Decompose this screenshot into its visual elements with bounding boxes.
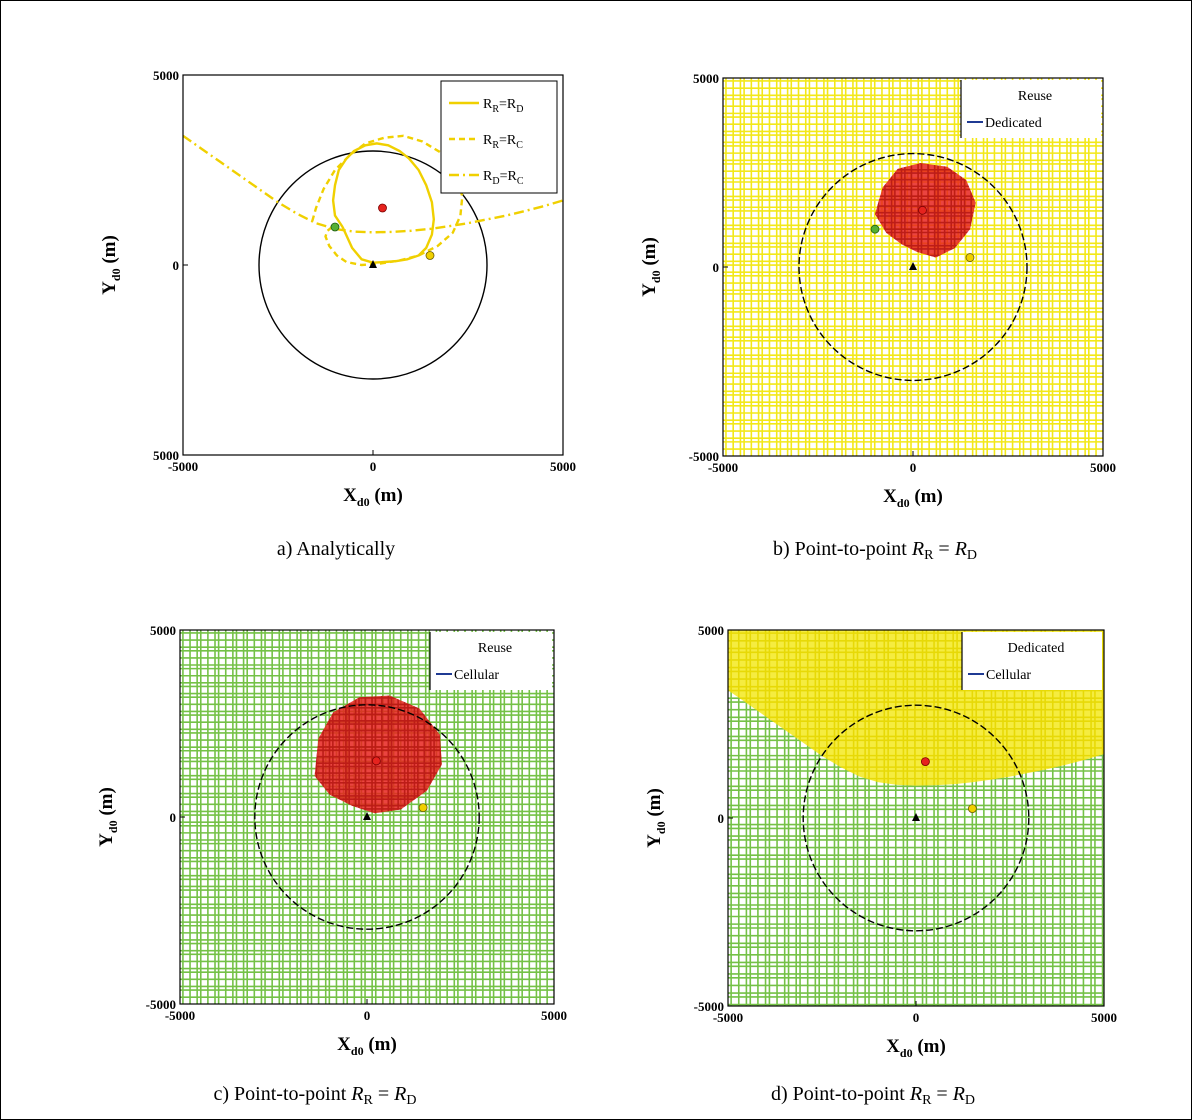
legend: Dedicated Cellular (961, 632, 1102, 690)
panel-b: -5000 0 5000 5000 0 -5000 Xd0 (m) Yd0 (m) Reuse D… (639, 71, 1116, 563)
caption-b: b) Point-to-point RR = RD (773, 538, 977, 563)
plot-area-b (723, 78, 1103, 456)
y-tick-label: 0 (173, 258, 180, 273)
caption-d: d) Point-to-point RR = RD (771, 1083, 975, 1108)
region-texture (314, 695, 442, 814)
red-user-marker (918, 205, 927, 215)
grid-texture (728, 630, 1104, 786)
cell-boundary-circle (254, 704, 480, 930)
x-axis-label: Xd0 (m) (343, 485, 403, 509)
reuse-region (875, 163, 976, 258)
legend-box (440, 80, 558, 194)
y-axis-label: Yd0 (m) (99, 235, 123, 295)
legend-box (961, 80, 1101, 138)
x-axis-label: Xd0 (m) (883, 486, 943, 510)
legend-label: RD=RC (483, 169, 524, 187)
cell-boundary-circle (798, 152, 1028, 382)
x-tick-label: -5000 (165, 1008, 195, 1023)
legend: Reuse Cellular (429, 632, 552, 690)
grid-texture (314, 695, 442, 814)
x-tick-label: 0 (913, 1010, 920, 1025)
y-tick-label: -5000 (694, 999, 724, 1014)
green-user-marker (870, 224, 880, 234)
red-user-marker (378, 203, 387, 213)
panel-d: -5000 0 5000 5000 0 -5000 Xd0 (m) Yd0 (m) Dedica… (644, 623, 1117, 1108)
y-tick-label: 0 (713, 260, 720, 275)
yellow-user-marker (418, 803, 428, 813)
reuse-region (314, 695, 442, 814)
yellow-user-marker (965, 253, 975, 262)
green-user-marker (330, 222, 340, 232)
y-tick-label: -5000 (689, 449, 719, 464)
plot-area-c (180, 630, 554, 1004)
legend-label-primary: Dedicated (1008, 641, 1065, 656)
legend-label: RR=RC (483, 133, 523, 151)
base-station-marker (909, 262, 917, 270)
legend: RR=RD RR=RC RD=RC (440, 80, 558, 194)
curve-rr-eq-rd (331, 142, 436, 264)
y-axis-label: Yd0 (m) (644, 788, 668, 848)
cell-boundary-circle (258, 150, 488, 380)
legend-label-primary: Reuse (478, 641, 512, 656)
plot-area-d (728, 630, 1104, 1006)
x-tick-label: -5000 (713, 1010, 743, 1025)
red-user-marker (921, 757, 930, 766)
y-tick-label: 5000 (698, 623, 724, 638)
base-station-marker (369, 260, 377, 268)
y-tick-label: 5000 (153, 448, 179, 463)
x-tick-label: 0 (370, 459, 377, 474)
panel-c: -5000 0 5000 5000 0 -5000 Xd0 (m) Yd0 (m) Reuse C… (96, 623, 567, 1108)
y-tick-label: 5000 (150, 623, 176, 638)
y-axis-label: Yd0 (m) (639, 237, 663, 297)
base-station-marker (912, 813, 920, 821)
x-tick-label: 5000 (541, 1008, 567, 1023)
y-tick-label: 0 (170, 810, 177, 825)
base-station-marker (363, 812, 371, 820)
x-axis-label: Xd0 (m) (337, 1034, 397, 1058)
yellow-user-marker (425, 251, 435, 260)
legend-label-secondary: Cellular (454, 668, 499, 683)
curve-rd-eq-rc (183, 134, 563, 234)
legend-label-primary: Reuse (1018, 89, 1052, 104)
y-tick-label: -5000 (146, 997, 176, 1012)
x-tick-label: 5000 (1090, 460, 1116, 475)
y-tick-label: 0 (718, 811, 725, 826)
legend-label-secondary: Cellular (986, 668, 1031, 683)
x-tick-label: -5000 (168, 459, 198, 474)
legend-label-secondary: Dedicated (985, 116, 1042, 131)
caption-a: a) Analytically (277, 538, 395, 560)
x-tick-label: -5000 (708, 460, 738, 475)
legend-box (962, 632, 1102, 690)
x-tick-label: 0 (910, 460, 917, 475)
y-tick-label: 5000 (153, 68, 179, 83)
cell-boundary-circle (802, 704, 1030, 932)
legend-box (430, 632, 552, 690)
x-tick-label: 5000 (1091, 1010, 1117, 1025)
red-user-marker (371, 756, 381, 766)
grid-texture (180, 630, 554, 1004)
x-tick-label: 5000 (550, 459, 576, 474)
y-axis-label: Yd0 (m) (96, 787, 120, 847)
caption-c: c) Point-to-point RR = RD (214, 1083, 417, 1108)
x-axis-label: Xd0 (m) (886, 1036, 946, 1060)
legend: Reuse Dedicated (960, 80, 1101, 138)
legend-label: RR=RD (483, 97, 523, 115)
yellow-user-marker (968, 804, 977, 813)
y-tick-label: 5000 (693, 71, 719, 86)
x-tick-label: 0 (364, 1008, 371, 1023)
